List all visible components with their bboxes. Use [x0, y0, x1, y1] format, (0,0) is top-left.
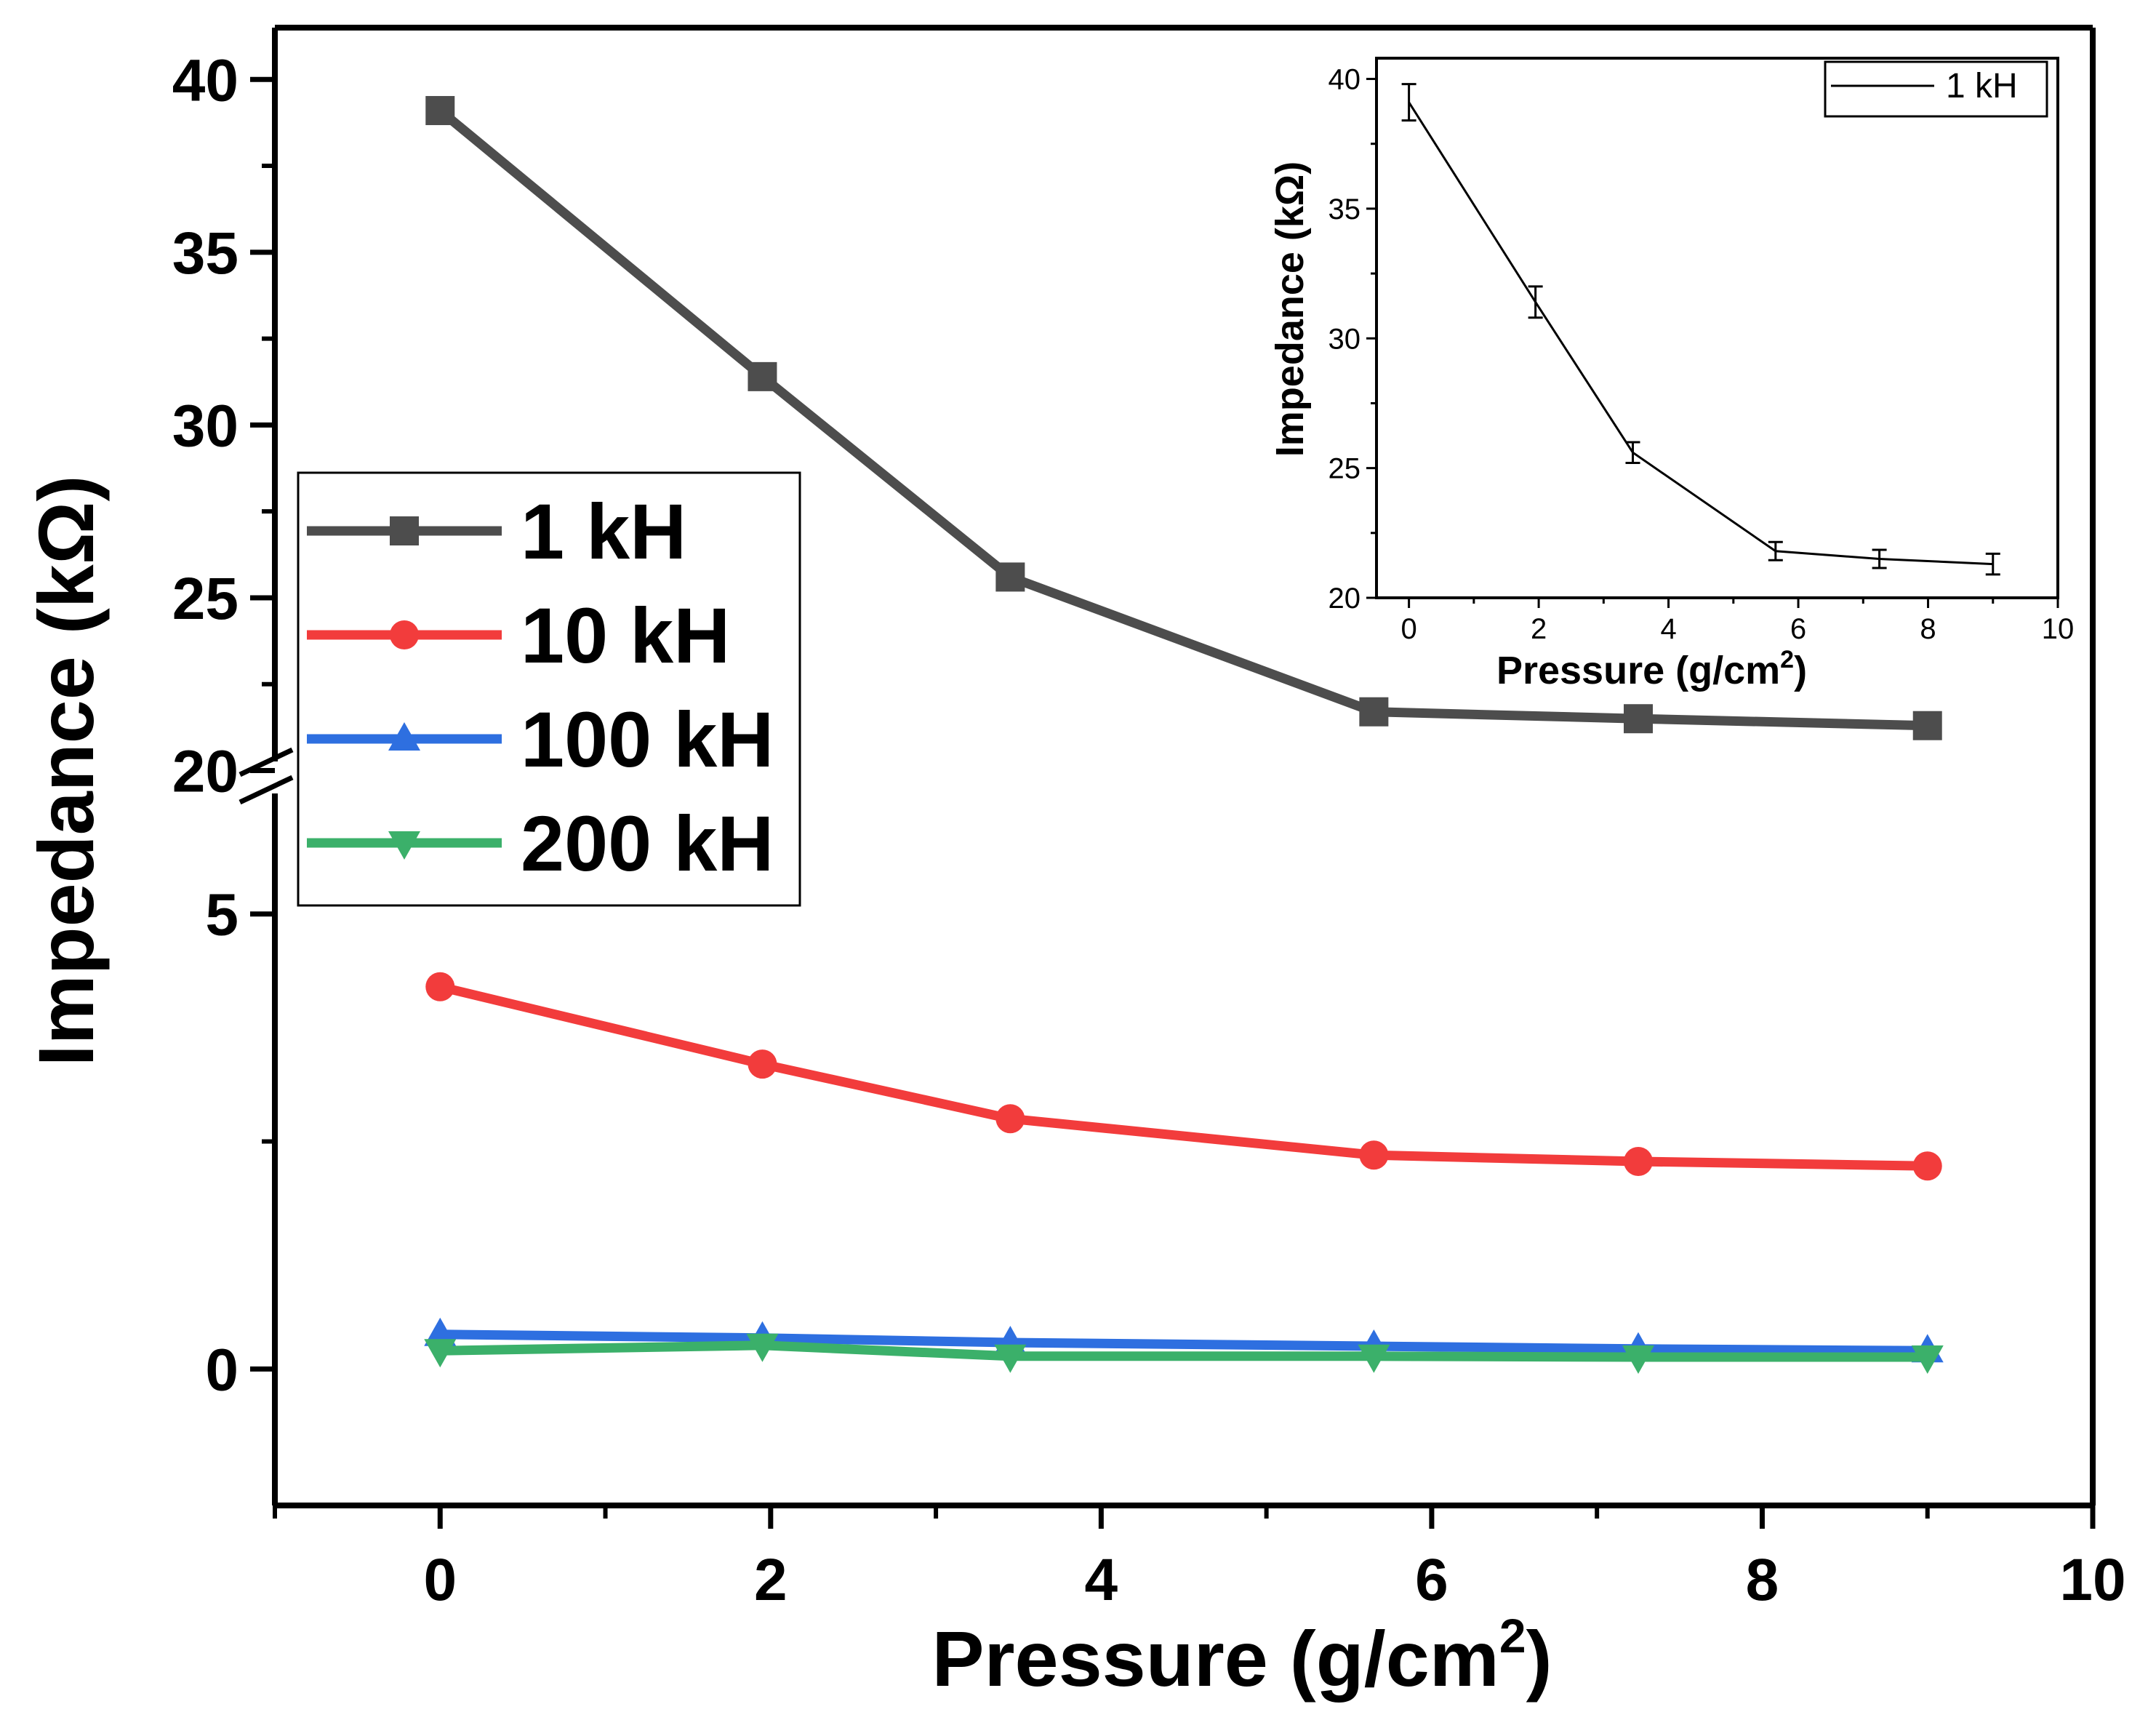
y-tick-label: 20 [172, 738, 239, 804]
inset-error-bar [1985, 552, 2000, 576]
legend-swatch-marker [390, 516, 419, 545]
inset-y-tick-label: 40 [1329, 64, 1361, 96]
inset-x-axis-title-close: ) [1794, 649, 1807, 692]
legend-label: 100 kH [521, 695, 774, 783]
legend-item-1-kH: 1 kH [307, 487, 686, 575]
legend-swatch-marker [390, 620, 419, 649]
axis-break-mark [239, 775, 294, 805]
inset-frame [1375, 57, 2059, 599]
inset-error-bar [1401, 83, 1416, 122]
x-axis-title-close: ) [1526, 1615, 1552, 1703]
data-point-200-kH [424, 1339, 457, 1368]
data-point-10-kH [425, 972, 455, 1001]
inset-y-tick-label: 35 [1329, 193, 1361, 225]
data-point-200-kH [1911, 1345, 1944, 1375]
x-tick-label: 8 [1746, 1547, 1779, 1613]
series-line-1-kH [437, 107, 1928, 731]
main-legend: 1 kH 10 kH 100 kH 200 kH [297, 471, 801, 907]
data-point-200-kH [1358, 1344, 1390, 1373]
series-line-10-kH [438, 982, 1928, 1171]
data-point-1-kH [1912, 711, 1942, 740]
inset-legend: 1 kH [1824, 60, 2048, 118]
data-point-1-kH [748, 361, 777, 391]
y-tick-label: 30 [172, 393, 239, 459]
y-tick-label: 5 [205, 882, 239, 948]
data-point-1-kH [425, 96, 455, 126]
y-tick-label: 0 [205, 1337, 239, 1403]
inset-x-tick-label: 10 [2042, 613, 2075, 645]
inset-y-tick-label: 30 [1329, 323, 1361, 355]
x-axis-title-superscript: 2 [1499, 1609, 1526, 1663]
main-x-axis-title: Pressure (g/cm2) [931, 1609, 1552, 1703]
legend-label: 10 kH [521, 591, 730, 679]
data-point-200-kH [994, 1344, 1027, 1373]
axis-break-mark [239, 747, 294, 777]
data-point-200-kH [1622, 1345, 1654, 1375]
inset-x-tick-label: 2 [1531, 613, 1547, 645]
inset-series-line [1408, 101, 1993, 566]
inset-y-tick-label: 25 [1329, 453, 1361, 485]
data-point-200-kH [746, 1333, 779, 1362]
legend-label: 1 kH [521, 487, 686, 575]
inset-chart: 0 2 4 6 8 10 20 25 30 35 40 Pressure (g/cm2) Impedan… [1268, 57, 2075, 692]
x-tick-label: 2 [754, 1547, 788, 1613]
data-point-10-kH [995, 1104, 1025, 1134]
legend-label: 200 kH [521, 799, 774, 887]
inset-error-bar [1528, 285, 1543, 319]
data-point-1-kH [1624, 704, 1653, 734]
x-tick-label: 4 [1085, 1547, 1118, 1613]
y-tick-label: 25 [172, 566, 239, 632]
data-point-1-kH [1359, 697, 1389, 727]
legend-item-200-kH: 200 kH [307, 799, 774, 887]
data-point-10-kH [748, 1049, 777, 1079]
inset-y-tick-label: 20 [1329, 583, 1361, 615]
inset-x-axis-title-superscript: 2 [1780, 646, 1794, 673]
inset-legend-box [1824, 60, 2048, 118]
inset-legend-label: 1 kH [1946, 67, 2018, 105]
y-tick-label: 35 [172, 220, 239, 287]
data-point-1-kH [995, 562, 1025, 592]
legend-swatch-marker [388, 831, 420, 860]
data-point-10-kH [1359, 1140, 1389, 1170]
x-tick-label: 6 [1415, 1547, 1448, 1613]
inset-error-bar [1872, 548, 1887, 569]
y-tick-label: 40 [172, 47, 239, 113]
inset-x-tick-label: 4 [1660, 613, 1676, 645]
legend-item-10-kH: 10 kH [307, 591, 730, 679]
series-line-200-kH [440, 1340, 1928, 1362]
series-line-100-kH [440, 1329, 1928, 1356]
inset-x-tick-label: 0 [1400, 613, 1416, 645]
legend-item-100-kH: 100 kH [307, 695, 774, 783]
inset-error-bar [1625, 441, 1640, 464]
main-y-axis-title: Impedance (kΩ) [22, 476, 110, 1067]
inset-error-bar [1768, 540, 1783, 561]
data-point-10-kH [1624, 1147, 1653, 1177]
inset-x-tick-label: 8 [1920, 613, 1936, 645]
inset-x-tick-label: 6 [1790, 613, 1806, 645]
x-tick-label: 10 [2059, 1547, 2125, 1613]
inset-x-axis-title: Pressure (g/cm2) [1496, 646, 1807, 692]
data-point-10-kH [1912, 1151, 1942, 1181]
data-point-100-kH [424, 1317, 457, 1346]
legend-box [297, 471, 801, 907]
x-tick-label: 0 [423, 1547, 457, 1613]
inset-y-axis-title: Impedance (kΩ) [1268, 161, 1312, 457]
legend-swatch-marker [388, 722, 420, 751]
